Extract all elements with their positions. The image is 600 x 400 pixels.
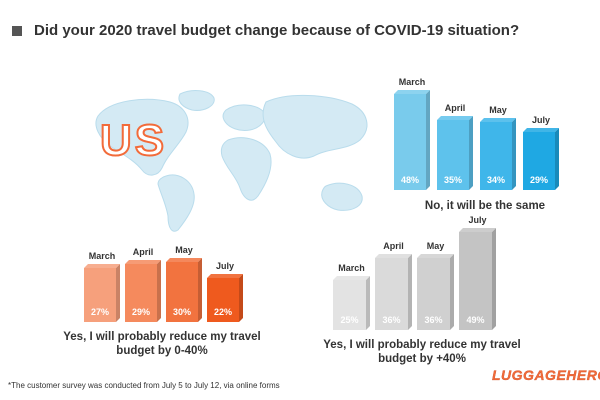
value-label: 36% (424, 315, 442, 325)
bar-side-may (512, 118, 516, 190)
bar-top-april (375, 254, 412, 258)
title-bar: Did your 2020 travel budget change becau… (12, 22, 519, 39)
bar-april (437, 120, 469, 190)
page-title: Did your 2020 travel budget change becau… (34, 22, 520, 39)
asia-shape (262, 95, 368, 159)
value-label: 48% (401, 175, 419, 185)
bar-top-july (459, 228, 496, 232)
bar-side-may (198, 258, 202, 322)
bar-july (459, 232, 492, 330)
category-label: April (133, 247, 154, 257)
bar-chart-same: March 48% April 35% May 34% July 29% (394, 77, 559, 190)
bar-march (333, 280, 366, 330)
africa-shape (220, 137, 272, 201)
value-label: 30% (173, 307, 191, 317)
europe-shape (222, 104, 266, 131)
value-label: 22% (214, 307, 232, 317)
value-label: 35% (444, 175, 462, 185)
value-label: 27% (91, 307, 109, 317)
bar-may (166, 262, 198, 322)
map-region-label: US (99, 115, 168, 166)
value-label: 29% (132, 307, 150, 317)
title-marker (12, 25, 22, 36)
category-label: April (383, 241, 404, 251)
luggagehero-logo: LUGGAGEHERO (492, 367, 600, 383)
bar-april (375, 258, 408, 330)
category-label: July (216, 261, 234, 271)
bar-side-july (239, 274, 243, 322)
bar-chart-reduce-0-40: March 27% April 29% May 30% July 22% (84, 245, 243, 322)
bar-side-march (116, 264, 120, 322)
category-label: July (468, 215, 486, 225)
logo-text: LUGGAGEHERO (492, 367, 600, 383)
category-label: April (445, 103, 466, 113)
bar-march (394, 94, 426, 190)
bar-top-may (480, 118, 516, 122)
greenland-shape (178, 90, 215, 111)
bar-side-july (492, 228, 496, 330)
category-label: July (532, 115, 550, 125)
bar-top-april (125, 260, 161, 264)
bar-top-may (166, 258, 202, 262)
australia-shape (321, 182, 363, 211)
bar-top-march (394, 90, 430, 94)
category-label: March (89, 251, 116, 261)
value-label: 25% (340, 315, 358, 325)
bar-april (125, 264, 157, 322)
bar-top-april (437, 116, 473, 120)
bar-top-march (84, 264, 120, 268)
survey-footnote: *The customer survey was conducted from … (8, 381, 280, 390)
bar-side-july (555, 128, 559, 190)
bar-top-may (417, 254, 454, 258)
bar-side-may (450, 254, 454, 330)
bar-side-april (469, 116, 473, 190)
value-label: 34% (487, 175, 505, 185)
bar-july (207, 278, 239, 322)
bar-side-april (157, 260, 161, 322)
bar-side-april (408, 254, 412, 330)
bar-chart-reduce-40-plus: March 25% April 36% May 36% July 49% (333, 215, 496, 330)
bar-side-march (426, 90, 430, 190)
south-america-shape (157, 174, 195, 232)
bar-top-july (523, 128, 559, 132)
bar-july (523, 132, 555, 190)
category-label: May (489, 105, 507, 115)
world-map-illustration (95, 90, 368, 232)
value-label: 29% (530, 175, 548, 185)
value-label: 36% (382, 315, 400, 325)
category-label: May (427, 241, 445, 251)
bar-top-july (207, 274, 243, 278)
bar-side-march (366, 276, 370, 330)
value-label: 49% (466, 315, 484, 325)
bar-may (480, 122, 512, 190)
chart-caption-reduce-40-plus: Yes, I will probably reduce my travel bu… (323, 339, 521, 365)
category-label: May (175, 245, 193, 255)
chart-caption-same: No, it will be the same (424, 200, 546, 212)
category-label: March (338, 263, 365, 273)
bar-may (417, 258, 450, 330)
category-label: March (399, 77, 426, 87)
chart-caption-reduce-0-40: Yes, I will probably reduce my travel bu… (63, 331, 261, 357)
bar-march (84, 268, 116, 322)
north-america-shape (95, 98, 189, 176)
bar-top-march (333, 276, 370, 280)
